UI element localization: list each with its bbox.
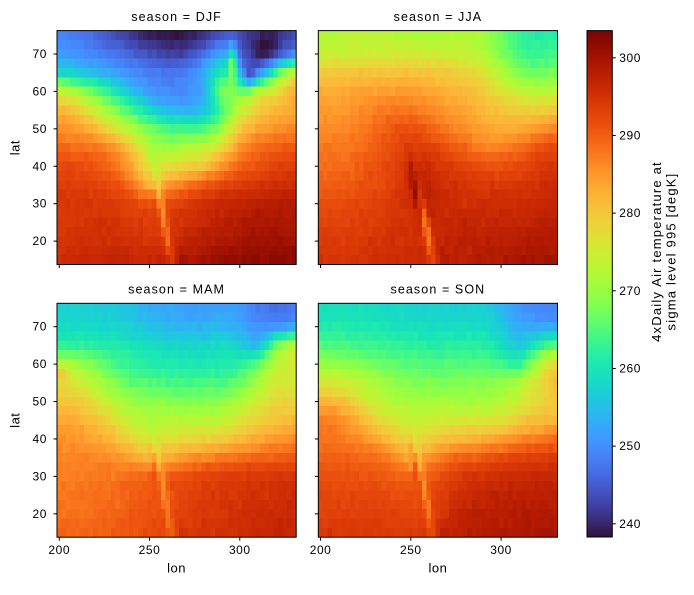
- svg-text:4xDaily Air temperature at: 4xDaily Air temperature at: [649, 161, 664, 342]
- svg-text:50: 50: [33, 395, 47, 409]
- svg-text:40: 40: [33, 432, 47, 446]
- svg-text:240: 240: [619, 517, 641, 531]
- svg-text:season = SON: season = SON: [390, 283, 485, 297]
- svg-text:sigma level 995 [degK]: sigma level 995 [degK]: [664, 173, 679, 331]
- svg-text:season = DJF: season = DJF: [131, 10, 222, 24]
- svg-text:season = JJA: season = JJA: [394, 10, 483, 24]
- svg-text:lat: lat: [8, 413, 23, 428]
- svg-text:20: 20: [33, 234, 47, 248]
- svg-text:lon: lon: [167, 561, 186, 576]
- svg-text:season = MAM: season = MAM: [128, 283, 225, 297]
- svg-text:300: 300: [229, 543, 251, 557]
- svg-text:300: 300: [490, 543, 512, 557]
- svg-text:70: 70: [33, 47, 47, 61]
- svg-text:270: 270: [619, 284, 641, 298]
- svg-text:lat: lat: [8, 140, 23, 155]
- svg-text:40: 40: [33, 159, 47, 173]
- svg-text:20: 20: [33, 507, 47, 521]
- svg-text:60: 60: [33, 84, 47, 98]
- svg-text:30: 30: [33, 197, 47, 211]
- svg-text:60: 60: [33, 357, 47, 371]
- svg-text:50: 50: [33, 122, 47, 136]
- svg-text:200: 200: [310, 543, 332, 557]
- svg-text:lon: lon: [428, 561, 447, 576]
- svg-text:250: 250: [139, 543, 161, 557]
- svg-text:250: 250: [400, 543, 422, 557]
- svg-text:260: 260: [619, 362, 641, 376]
- svg-text:30: 30: [33, 469, 47, 483]
- svg-text:70: 70: [33, 320, 47, 334]
- svg-text:280: 280: [619, 206, 641, 220]
- svg-text:250: 250: [619, 439, 641, 453]
- svg-text:300: 300: [619, 51, 641, 65]
- svg-text:290: 290: [619, 129, 641, 143]
- svg-text:200: 200: [48, 543, 70, 557]
